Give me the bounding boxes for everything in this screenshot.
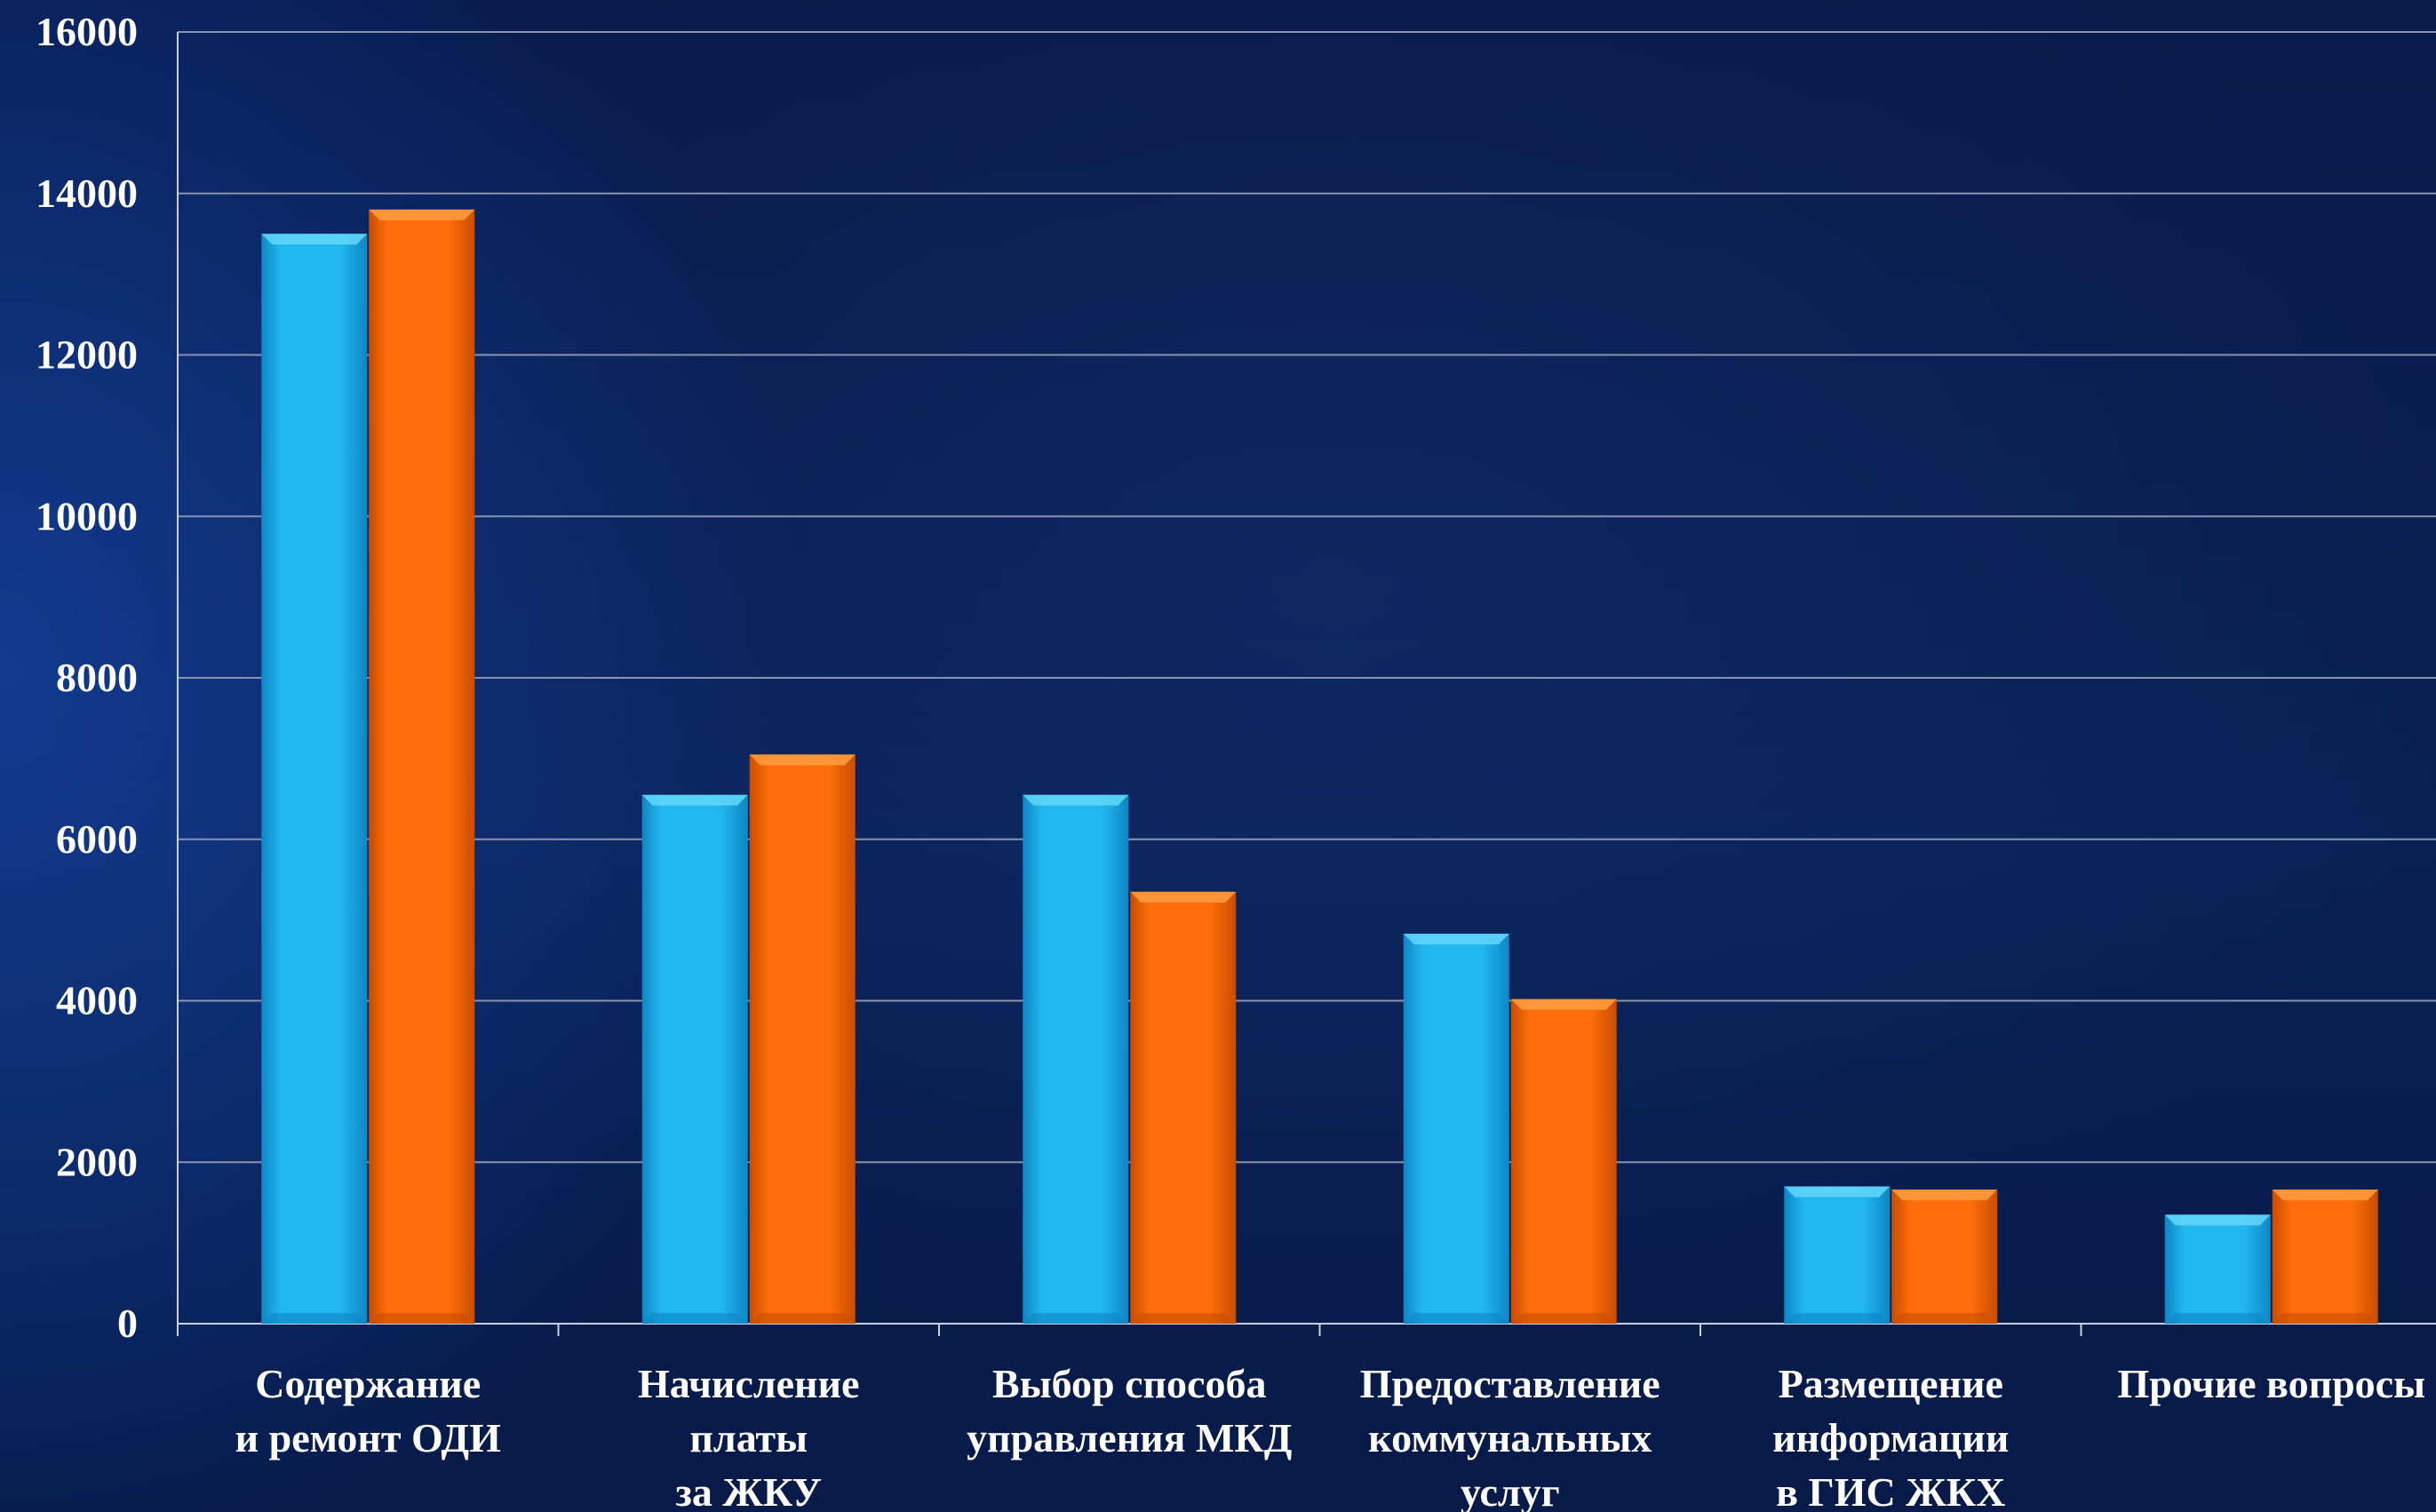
bars — [261, 209, 2378, 1324]
x-category-label: Содержание и ремонт ОДИ — [235, 1361, 501, 1460]
x-category-label: Выбор способа управления МКД — [967, 1361, 1293, 1460]
axes — [177, 32, 2436, 1336]
y-tick-label: 4000 — [56, 978, 138, 1023]
y-tick-label: 6000 — [56, 816, 138, 862]
bar — [749, 754, 856, 1324]
y-tick-label: 8000 — [56, 655, 138, 700]
y-tick-label: 14000 — [36, 171, 138, 216]
bar — [261, 234, 368, 1324]
bar — [1130, 891, 1237, 1324]
gridlines — [178, 31, 2436, 1164]
x-category-label: Прочие вопросы — [2118, 1361, 2425, 1406]
bar — [369, 209, 475, 1324]
y-tick-label: 10000 — [36, 493, 138, 538]
x-category-label: Предоставление коммунальных услуг — [1360, 1361, 1660, 1512]
bar — [1510, 999, 1617, 1324]
y-tick-label: 12000 — [36, 332, 138, 378]
bar — [2272, 1190, 2378, 1324]
y-tick-label: 2000 — [56, 1139, 138, 1184]
bar — [1891, 1190, 1998, 1324]
x-category-label: Размещение информации в ГИС ЖКХ — [1772, 1361, 2009, 1512]
bar — [1784, 1186, 1891, 1324]
bar — [1023, 794, 1129, 1324]
x-category-label: Начисление платы за ЖКУ — [638, 1361, 859, 1512]
category-labels: Содержание и ремонт ОДИ Начисление платы за … — [235, 1361, 2425, 1512]
y-tick-label: 16000 — [36, 9, 138, 54]
bar — [1403, 934, 1509, 1324]
y-tick-labels: 0 2000 4000 6000 8000 10000 12000 14000 16000 — [36, 9, 138, 1346]
bar — [2164, 1214, 2271, 1324]
y-tick-label: 0 — [117, 1301, 138, 1346]
bar — [641, 794, 748, 1324]
